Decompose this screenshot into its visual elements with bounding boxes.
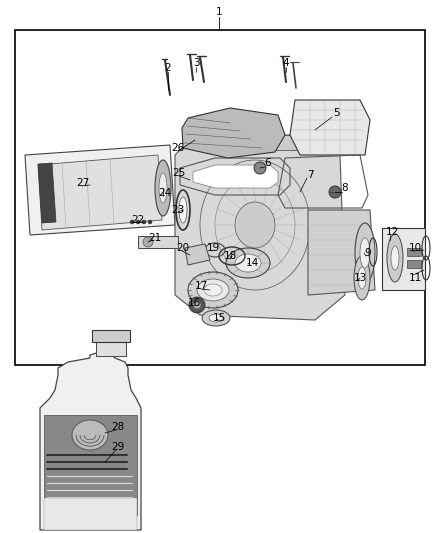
Polygon shape <box>193 165 278 188</box>
Text: 6: 6 <box>265 158 271 168</box>
Ellipse shape <box>226 248 270 278</box>
Bar <box>138 236 178 248</box>
Ellipse shape <box>193 301 201 309</box>
Ellipse shape <box>142 220 146 224</box>
Ellipse shape <box>188 272 238 308</box>
Ellipse shape <box>179 197 187 223</box>
Polygon shape <box>38 155 162 230</box>
Polygon shape <box>40 352 141 530</box>
Ellipse shape <box>355 223 375 283</box>
Text: 21: 21 <box>148 233 162 243</box>
Text: 29: 29 <box>111 442 125 452</box>
Text: 18: 18 <box>223 251 237 261</box>
Text: 16: 16 <box>187 298 201 308</box>
Text: 2: 2 <box>165 63 171 73</box>
Bar <box>382 228 425 290</box>
Ellipse shape <box>254 162 266 174</box>
Text: 10: 10 <box>409 243 421 253</box>
Text: 14: 14 <box>245 258 258 268</box>
Text: 4: 4 <box>283 58 290 68</box>
Text: 11: 11 <box>408 273 422 283</box>
Text: 24: 24 <box>159 188 172 198</box>
Ellipse shape <box>329 186 341 198</box>
Text: 20: 20 <box>177 243 190 253</box>
Polygon shape <box>175 135 345 320</box>
Bar <box>407 260 421 268</box>
Polygon shape <box>290 100 370 155</box>
Bar <box>44 498 137 530</box>
Text: 19: 19 <box>206 243 219 253</box>
Text: 22: 22 <box>131 215 145 225</box>
Text: 5: 5 <box>334 108 340 118</box>
Text: 13: 13 <box>353 273 367 283</box>
Text: 12: 12 <box>385 227 399 237</box>
Text: 3: 3 <box>193 58 199 68</box>
Bar <box>44 415 137 515</box>
Bar <box>96 338 126 356</box>
Ellipse shape <box>209 314 223 322</box>
Ellipse shape <box>387 234 403 282</box>
Ellipse shape <box>159 173 167 203</box>
Bar <box>15 30 425 365</box>
Ellipse shape <box>136 220 140 224</box>
Ellipse shape <box>202 310 230 326</box>
Text: 28: 28 <box>111 422 125 432</box>
Ellipse shape <box>143 237 153 247</box>
Ellipse shape <box>148 220 152 224</box>
Text: 9: 9 <box>365 248 371 258</box>
Text: 7: 7 <box>307 170 313 180</box>
Polygon shape <box>185 244 210 265</box>
Ellipse shape <box>155 160 171 216</box>
Polygon shape <box>25 145 175 235</box>
Bar <box>205 135 300 150</box>
Ellipse shape <box>197 279 229 301</box>
Text: 17: 17 <box>194 281 208 291</box>
Text: 25: 25 <box>173 168 186 178</box>
Polygon shape <box>182 108 285 158</box>
Ellipse shape <box>204 284 222 296</box>
Ellipse shape <box>358 267 366 289</box>
Ellipse shape <box>130 220 134 224</box>
Text: 26: 26 <box>171 143 185 153</box>
Ellipse shape <box>189 297 205 313</box>
Ellipse shape <box>235 202 275 248</box>
Text: 8: 8 <box>342 183 348 193</box>
Text: 15: 15 <box>212 313 226 323</box>
Ellipse shape <box>391 246 399 270</box>
Ellipse shape <box>235 254 261 272</box>
Bar <box>407 248 421 256</box>
Ellipse shape <box>354 256 370 300</box>
Text: 23: 23 <box>171 205 185 215</box>
Polygon shape <box>38 163 56 223</box>
Text: 1: 1 <box>215 7 223 17</box>
Polygon shape <box>308 210 375 295</box>
Bar <box>92 330 130 342</box>
Ellipse shape <box>360 238 370 268</box>
Ellipse shape <box>72 420 108 450</box>
Text: 27: 27 <box>76 178 90 188</box>
